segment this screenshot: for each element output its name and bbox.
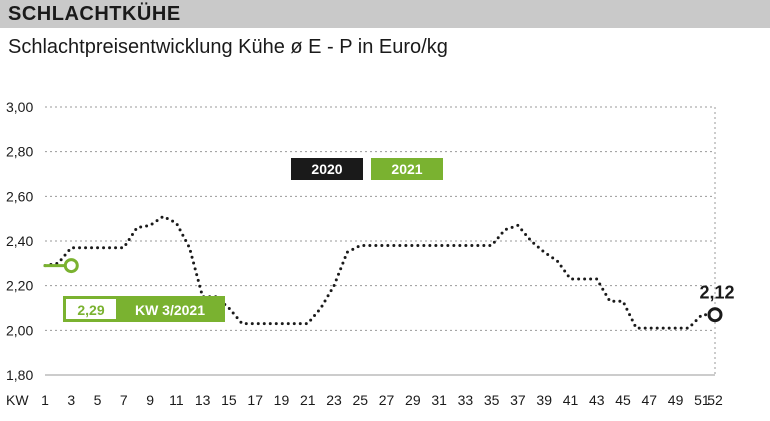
x-tick-label: 25 <box>353 392 369 408</box>
x-tick-label: 17 <box>247 392 263 408</box>
x-tick-label: 11 <box>169 392 184 408</box>
x-tick-label: 45 <box>615 392 631 408</box>
y-tick-label: 3,00 <box>6 99 33 115</box>
x-tick-label: 52 <box>707 392 723 408</box>
x-tick-label: 1 <box>41 392 49 408</box>
x-tick-label: 23 <box>326 392 342 408</box>
x-tick-label: 35 <box>484 392 500 408</box>
x-tick-label: 27 <box>379 392 395 408</box>
x-tick-label: 19 <box>274 392 290 408</box>
x-tick-label: 15 <box>221 392 237 408</box>
x-tick-label: 51 <box>694 392 710 408</box>
current-value-bg <box>66 299 116 319</box>
y-tick-label: 1,80 <box>6 367 33 383</box>
series-end-marker-2020 <box>707 307 723 323</box>
x-tick-label: 5 <box>94 392 102 408</box>
x-tick-label: 13 <box>195 392 211 408</box>
y-tick-label: 2,60 <box>6 188 33 204</box>
x-tick-label: 29 <box>405 392 421 408</box>
y-tick-label: 2,80 <box>6 144 33 160</box>
x-tick-label: 7 <box>120 392 128 408</box>
x-tick-label: 49 <box>668 392 684 408</box>
current-value: 2,29 <box>77 302 104 318</box>
x-tick-label: 33 <box>458 392 474 408</box>
y-tick-label: 2,20 <box>6 278 33 294</box>
legend-label-2020: 2020 <box>311 161 342 177</box>
x-axis-label: KW <box>6 392 29 408</box>
x-tick-label: 47 <box>642 392 658 408</box>
series-line-2020 <box>43 214 717 330</box>
y-tick-label: 2,40 <box>6 233 33 249</box>
x-tick-label: 21 <box>300 392 316 408</box>
legend-swatch-2021 <box>371 158 443 180</box>
x-tick-label: 41 <box>563 392 579 408</box>
y-tick-label: 2,00 <box>6 322 33 338</box>
current-week: KW 3/2021 <box>135 302 205 318</box>
banner-title: SCHLACHTKÜHE <box>8 3 181 25</box>
x-tick-label: 37 <box>510 392 526 408</box>
series-end-marker-2021 <box>63 258 79 274</box>
x-tick-label: 3 <box>67 392 75 408</box>
chart-title: Schlachtpreisentwicklung Kühe ø E - P in… <box>8 36 448 58</box>
header-banner: SCHLACHTKÜHE <box>0 0 770 28</box>
x-tick-label: 31 <box>431 392 447 408</box>
x-tick-label: 43 <box>589 392 605 408</box>
legend-swatch-2020 <box>291 158 363 180</box>
end-value-label: 2,12 <box>699 283 734 303</box>
x-tick-label: 39 <box>536 392 552 408</box>
x-tick-label: 9 <box>146 392 154 408</box>
legend-label-2021: 2021 <box>391 161 422 177</box>
